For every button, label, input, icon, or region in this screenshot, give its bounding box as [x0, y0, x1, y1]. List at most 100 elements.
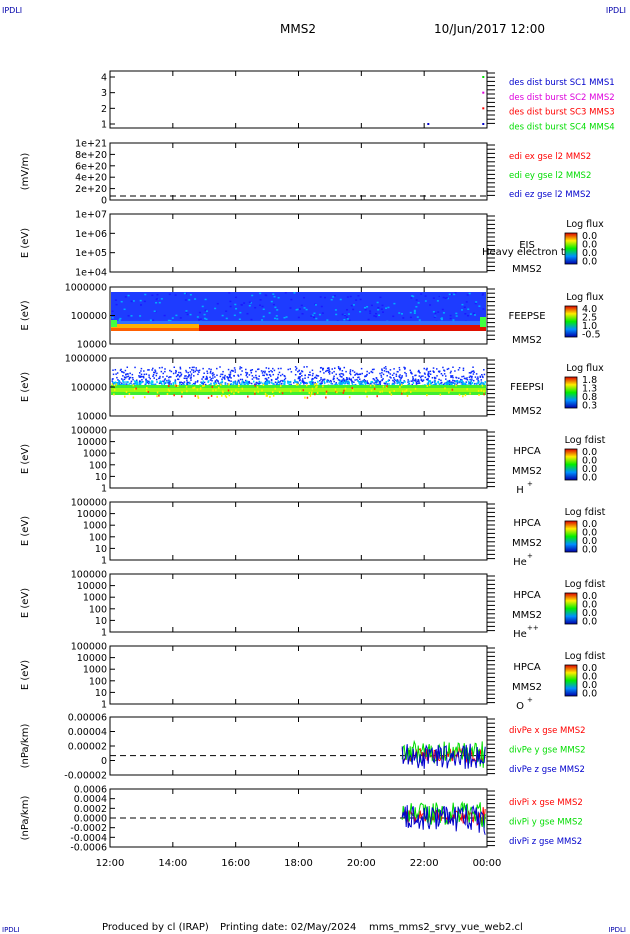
spectrogram-pixel: [365, 381, 367, 384]
spectrogram-pixel: [181, 391, 183, 394]
spectrogram-pixel: [413, 379, 416, 382]
spectrogram-pixel: [394, 382, 396, 384]
spectrogram-pixel: [262, 382, 264, 385]
spectrogram-pixel: [375, 383, 377, 386]
spectrogram-pixel: [271, 381, 273, 384]
time-axis: 12:00 14:00 16:00 18:00 20:00 22:00 00:00: [96, 71, 501, 869]
spectrogram-pixel: [185, 371, 188, 373]
colorbar-tick-label: 0.0: [582, 600, 597, 611]
spectrogram-pixel: [185, 310, 188, 312]
species-charge-label: +: [527, 480, 533, 488]
spectrogram-pixel: [123, 308, 126, 311]
spectrogram-pixel: [399, 383, 401, 386]
spectrogram-pixel: [179, 368, 182, 370]
spectrogram-pixel: [364, 309, 367, 311]
spectrogram-pixel: [265, 367, 268, 369]
spectrogram-pixel: [124, 369, 127, 372]
spectrogram-band: [111, 321, 486, 325]
spectrogram-pixel: [170, 383, 173, 385]
spectrogram-pixel: [158, 301, 161, 304]
spectrogram-pixel: [319, 296, 322, 298]
spectrogram-pixel: [227, 368, 230, 371]
spectrogram-pixel: [468, 382, 470, 385]
spectrogram-pixel: [116, 376, 118, 379]
colorbar-tick-label: 2.5: [582, 313, 597, 324]
spectrogram-pixel: [206, 372, 209, 375]
spectrogram-pixel: [418, 380, 420, 383]
spectrogram-pixel: [464, 394, 467, 397]
spectrogram-pixel: [428, 375, 430, 378]
spectrogram-pixel: [430, 382, 432, 385]
colorbar-tick-label: 0.0: [582, 536, 597, 547]
spectrogram-pixel: [477, 389, 480, 392]
y-tick-label: 10000: [77, 437, 107, 448]
spectrogram-pixel: [161, 383, 163, 386]
spectrogram-pixel: [214, 376, 216, 378]
spectrogram-pixel: [303, 381, 306, 384]
spectrogram-pixel: [436, 375, 438, 377]
spectrogram-pixel: [275, 378, 277, 380]
spectrogram-pixel: [308, 374, 310, 376]
spectrogram-pixel: [256, 381, 258, 384]
spectrogram-pixel: [319, 370, 322, 373]
spectrogram-pixel: [152, 375, 154, 378]
spectrogram-pixel: [453, 293, 456, 296]
spectrogram-pixel: [194, 381, 197, 383]
spectrogram-pixel: [274, 306, 277, 309]
spectrogram-pixel: [422, 379, 425, 381]
spectrogram-pixel: [352, 389, 354, 392]
spectrogram-pixel: [373, 384, 376, 387]
spectrogram-pixel: [185, 385, 188, 388]
spectrogram-pixel: [204, 383, 207, 386]
spectrogram-pixel: [340, 382, 343, 385]
spectrogram-pixel: [379, 372, 381, 375]
colorbar-title: Log fdist: [565, 507, 606, 518]
spectrogram-pixel: [175, 314, 178, 317]
spectrogram-pixel: [240, 303, 243, 306]
spectrogram-pixel: [123, 395, 126, 398]
spectrogram-pixel: [118, 319, 121, 321]
spectrogram-pixel: [388, 371, 390, 374]
spectrogram-pixel: [410, 380, 413, 382]
spectrogram-pixel: [276, 309, 279, 311]
spectrogram-pixel: [287, 381, 289, 384]
spectrogram-pixel: [195, 369, 198, 371]
spectrogram-pixel: [311, 369, 314, 372]
spectrogram-pixel: [373, 382, 375, 384]
spectrogram-pixel: [168, 376, 170, 379]
burst-mark: [482, 91, 485, 94]
spectrogram-pixel: [264, 294, 267, 296]
spectrogram-pixel: [409, 311, 412, 314]
spectrogram-pixel: [138, 376, 141, 378]
colorbar: [564, 520, 578, 553]
spectrogram-pixel: [404, 380, 406, 383]
spectrogram-pixel: [151, 294, 154, 297]
spectrogram-pixel: [363, 378, 366, 381]
spectrogram-pixel: [239, 368, 241, 370]
spectrogram-pixel: [328, 367, 330, 370]
spectrogram-pixel: [202, 380, 204, 383]
spectrogram-pixel: [469, 382, 471, 384]
spectrogram-pixel: [330, 380, 332, 383]
spectrogram-pixel: [460, 382, 463, 384]
spectrogram-pixel: [305, 381, 308, 384]
spectrogram-pixel: [287, 368, 289, 371]
spectrogram-pixel: [401, 390, 404, 393]
spectrogram-pixel: [242, 381, 245, 383]
spectrogram-pixel: [450, 370, 452, 373]
spectrogram-pixel: [231, 369, 234, 372]
spectrogram-pixel: [135, 387, 137, 390]
spectrogram-pixel: [468, 372, 471, 374]
spectrogram-pixel: [227, 377, 229, 380]
spectrogram-pixel: [467, 380, 470, 383]
spectrogram-pixel: [251, 375, 254, 377]
spectrogram-pixel: [446, 368, 449, 371]
spectrogram-pixel: [151, 380, 153, 383]
spectrogram-pixel: [450, 375, 452, 377]
spectrogram-pixel: [277, 377, 279, 379]
spectrogram-pixel: [399, 379, 402, 381]
spectrogram-pixel: [278, 390, 281, 393]
panel-frame: [109, 645, 488, 705]
spectrogram-band: [111, 388, 486, 392]
